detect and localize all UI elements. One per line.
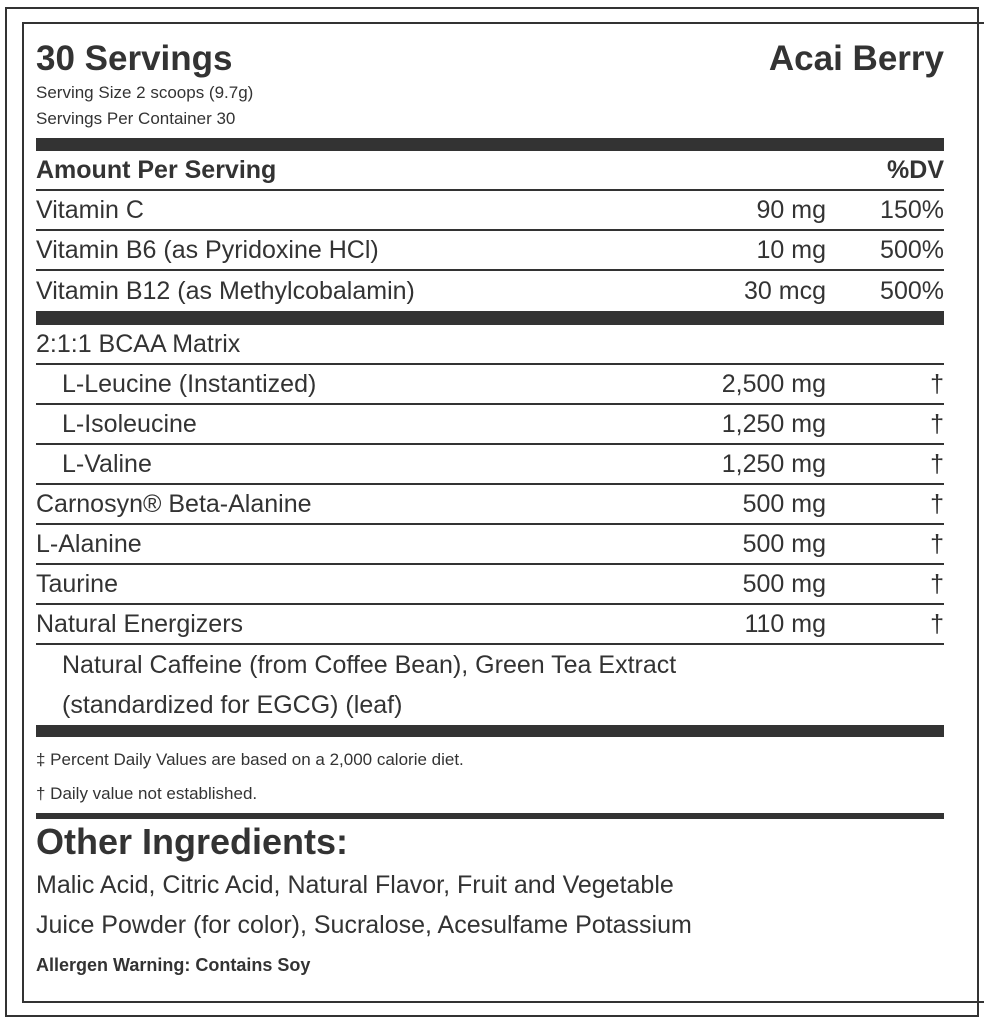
- footnote-daily-values: ‡ Percent Daily Values are based on a 2,…: [36, 750, 464, 769]
- ingredient-dv: †: [930, 569, 944, 598]
- ingredient-name: L-Leucine (Instantized): [62, 369, 317, 398]
- energizers-description-line: (standardized for EGCG) (leaf): [62, 691, 403, 719]
- supplement-facts-label: 30 Servings Acai Berry Serving Size 2 sc…: [36, 24, 944, 985]
- table-row: Carnosyn® Beta-Alanine 500 mg †: [36, 485, 944, 525]
- nutrient-name: Vitamin B6 (as Pyridoxine HCl): [36, 235, 379, 264]
- ingredient-name: L-Isoleucine: [62, 409, 197, 438]
- ingredient-dv: †: [930, 369, 944, 398]
- blend-title-row: 2:1:1 BCAA Matrix: [36, 325, 944, 365]
- ingredient-amount: 1,250 mg: [721, 409, 826, 438]
- other-ingredients-line: Malic Acid, Citric Acid, Natural Flavor,…: [36, 871, 674, 899]
- footnote-not-established: † Daily value not established.: [36, 784, 258, 803]
- nutrient-name: Vitamin B12 (as Methylcobalamin): [36, 276, 415, 305]
- table-row: Vitamin C 90 mg 150%: [36, 191, 944, 231]
- blend-title: 2:1:1 BCAA Matrix: [36, 329, 241, 358]
- ingredient-dv: †: [930, 409, 944, 438]
- energizers-description-line: Natural Caffeine (from Coffee Bean), Gre…: [62, 651, 677, 679]
- servings-per-container: Servings Per Container 30: [36, 109, 236, 128]
- ingredient-dv: †: [930, 609, 944, 638]
- label-header: 30 Servings Acai Berry: [36, 24, 944, 80]
- table-row: L-Alanine 500 mg †: [36, 525, 944, 565]
- thick-divider: [36, 311, 944, 325]
- ingredient-name: L-Alanine: [36, 529, 142, 558]
- other-ingredients-heading: Other Ingredients:: [36, 821, 349, 862]
- table-row: L-Valine 1,250 mg †: [36, 445, 944, 485]
- ingredient-name: Taurine: [36, 569, 118, 598]
- ingredient-amount: 500 mg: [742, 569, 826, 598]
- nutrient-amount: 30 mcg: [744, 276, 826, 305]
- nutrient-amount: 10 mg: [756, 235, 826, 264]
- thick-divider: [36, 138, 944, 151]
- table-row: Vitamin B12 (as Methylcobalamin) 30 mcg …: [36, 271, 944, 311]
- dv-label: %DV: [887, 155, 944, 184]
- label-border: [22, 22, 984, 1003]
- ingredient-amount: 110 mg: [744, 609, 826, 638]
- ingredient-dv: †: [930, 489, 944, 518]
- table-row: L-Isoleucine 1,250 mg †: [36, 405, 944, 445]
- outer-border: [5, 7, 979, 1017]
- nutrient-dv: 500%: [880, 276, 944, 305]
- ingredient-amount: 1,250 mg: [721, 449, 826, 478]
- ingredient-dv: †: [930, 449, 944, 478]
- ingredient-amount: 500 mg: [742, 489, 826, 518]
- table-row: L-Leucine (Instantized) 2,500 mg †: [36, 365, 944, 405]
- nutrient-dv: 500%: [880, 235, 944, 264]
- nutrient-name: Vitamin C: [36, 195, 144, 224]
- thick-divider: [36, 725, 944, 737]
- other-ingredients-line: Juice Powder (for color), Sucralose, Ace…: [36, 911, 692, 939]
- ingredient-name: Natural Energizers: [36, 609, 244, 638]
- table-row: Taurine 500 mg †: [36, 565, 944, 605]
- nutrient-amount: 90 mg: [756, 195, 826, 224]
- table-row: Natural Energizers 110 mg †: [36, 605, 944, 645]
- ingredient-dv: †: [930, 529, 944, 558]
- nutrient-dv: 150%: [880, 195, 944, 224]
- allergen-warning: Allergen Warning: Contains Soy: [36, 955, 311, 975]
- flavor-name: Acai Berry: [768, 39, 944, 78]
- table-row: Vitamin B6 (as Pyridoxine HCl) 10 mg 500…: [36, 231, 944, 271]
- table-header-row: Amount Per Serving %DV: [36, 151, 944, 191]
- divider: [36, 813, 944, 819]
- servings-title: 30 Servings: [36, 39, 233, 78]
- serving-size: Serving Size 2 scoops (9.7g): [36, 83, 254, 102]
- ingredient-amount: 500 mg: [742, 529, 826, 558]
- ingredient-name: Carnosyn® Beta-Alanine: [36, 489, 312, 518]
- amount-per-serving-label: Amount Per Serving: [36, 155, 277, 184]
- ingredient-amount: 2,500 mg: [721, 369, 826, 398]
- ingredient-name: L-Valine: [62, 449, 152, 478]
